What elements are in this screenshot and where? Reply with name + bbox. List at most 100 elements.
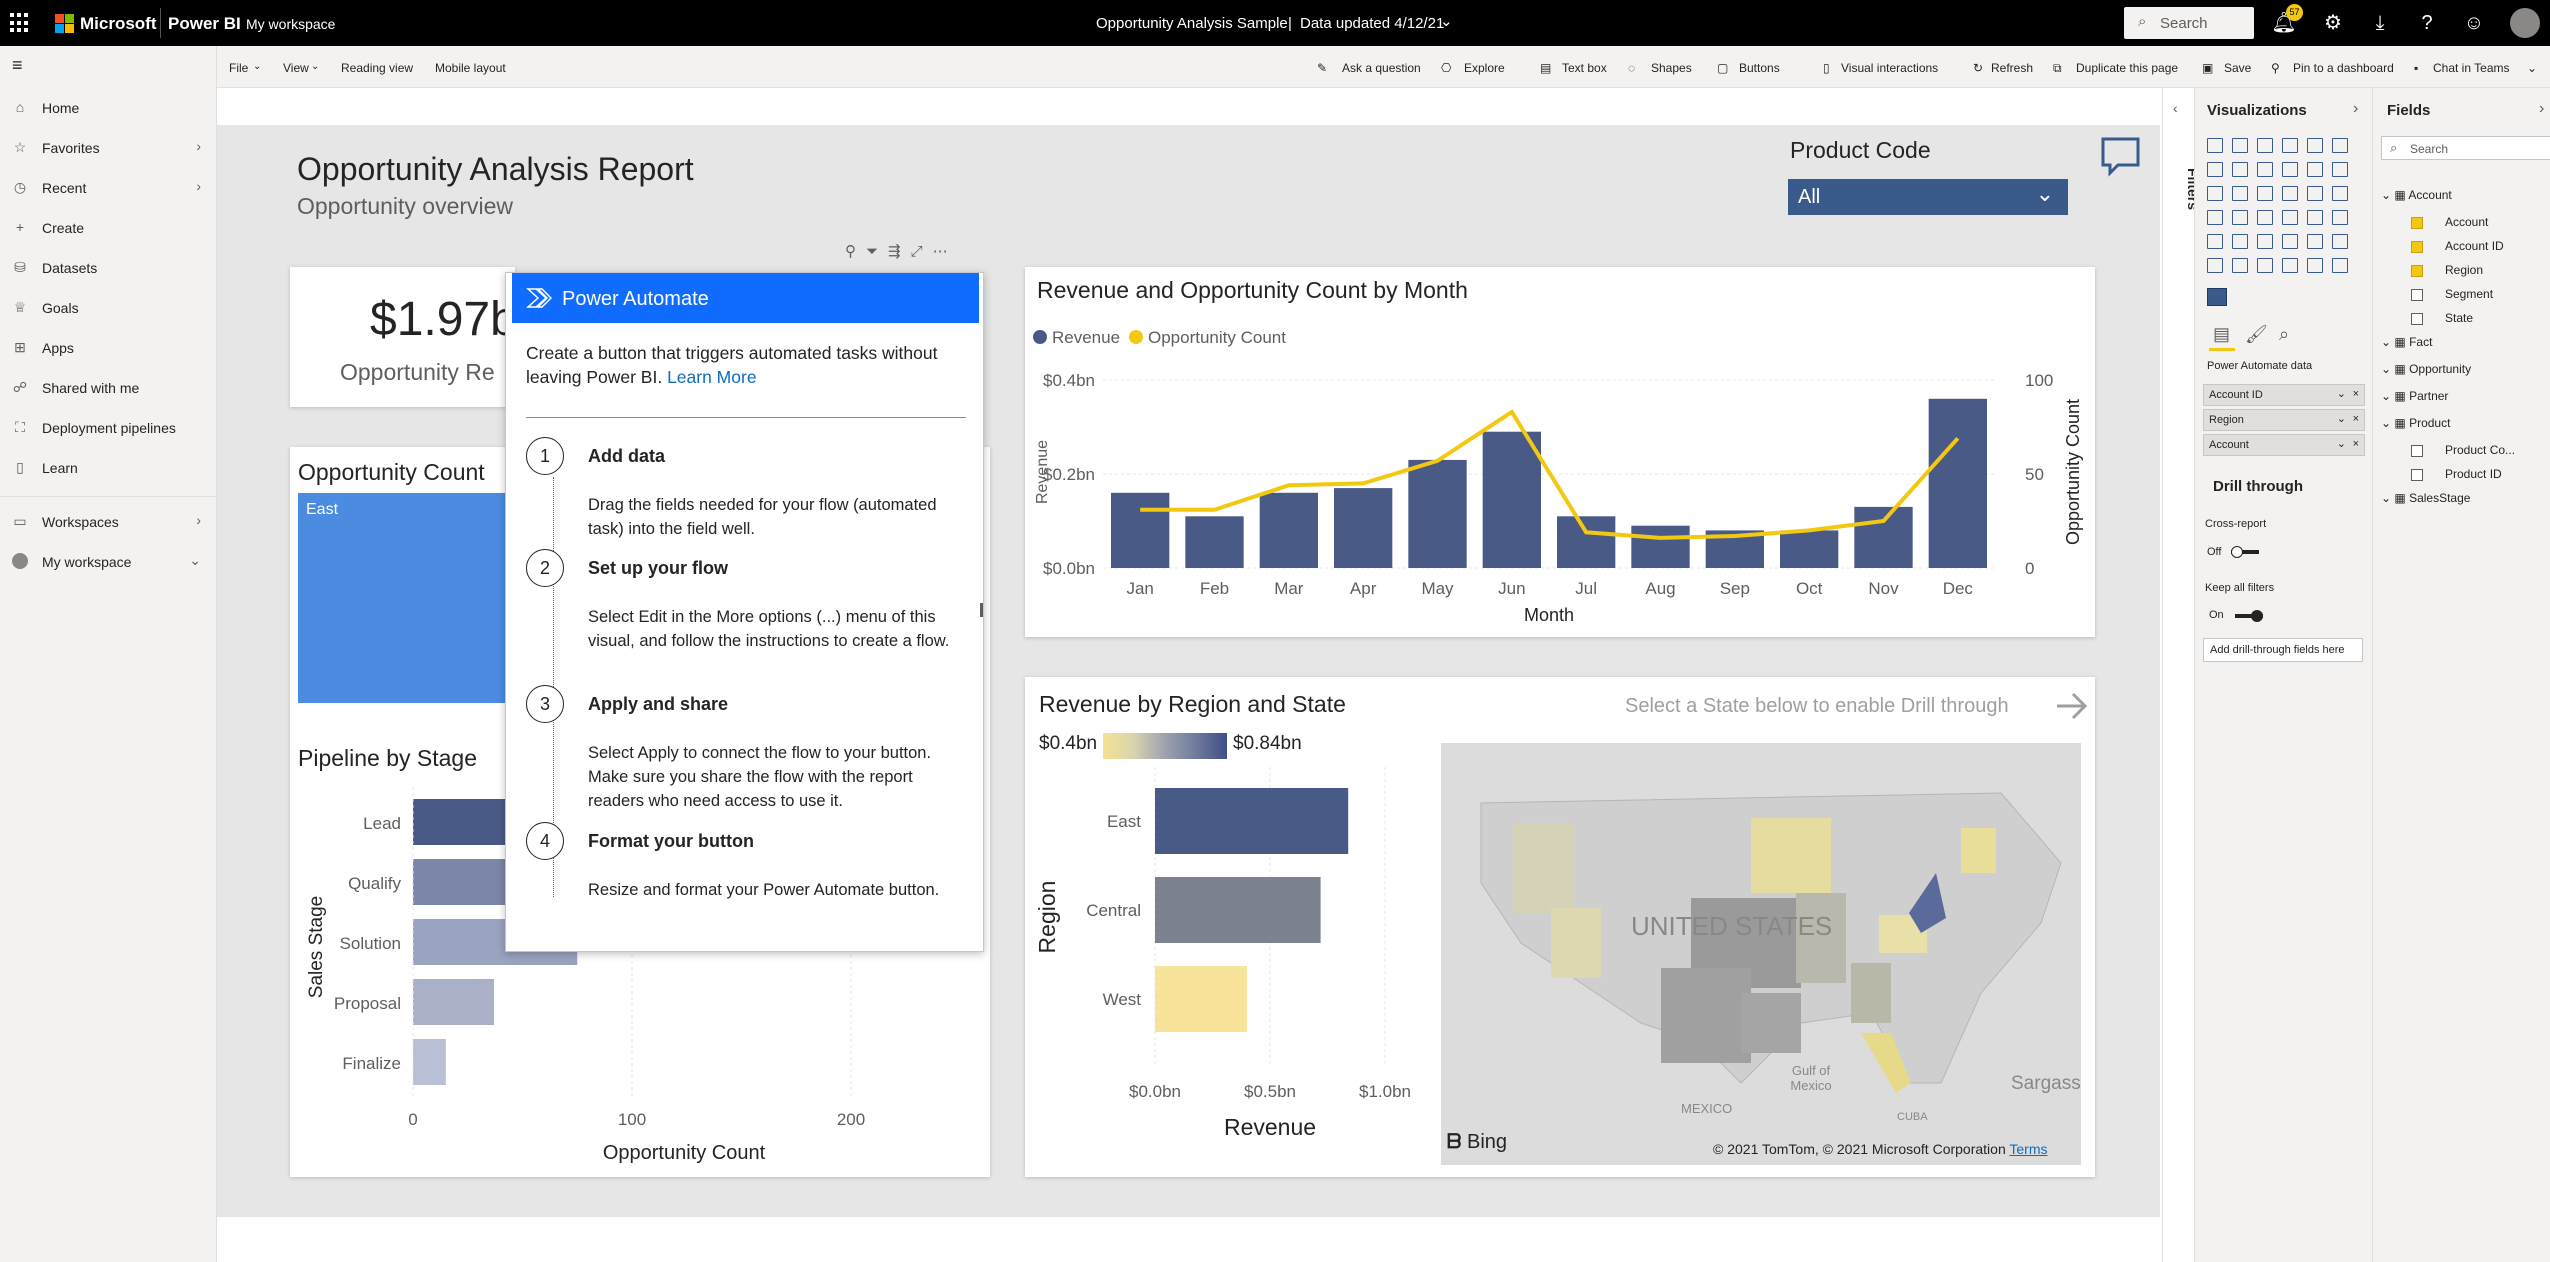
field-checkbox[interactable] (2411, 217, 2423, 229)
field-checkbox[interactable] (2411, 241, 2423, 253)
visual-type-icon[interactable] (2232, 210, 2248, 225)
workspace-link[interactable]: My workspace (246, 16, 336, 32)
visual-type-icon[interactable] (2332, 138, 2348, 153)
terms-link[interactable]: Terms (2009, 1141, 2048, 1157)
visual-interactions-button[interactable]: Visual interactions (1841, 61, 1939, 75)
visual-type-icon[interactable] (2207, 210, 2223, 225)
visual-type-icon[interactable] (2257, 186, 2273, 201)
chevron-right-icon[interactable]: › (2539, 100, 2545, 117)
visual-type-icon[interactable] (2207, 234, 2223, 249)
filter-icon[interactable]: ⏷ (866, 243, 879, 260)
field-checkbox[interactable] (2411, 469, 2423, 481)
nav-item-apps[interactable]: ⊞ Apps (0, 330, 217, 366)
visual-type-icon[interactable] (2282, 186, 2298, 201)
revenue-month-card[interactable]: Revenue and Opportunity Count by Month R… (1025, 267, 2095, 637)
more-options-icon[interactable]: ⋯ (932, 243, 948, 260)
visual-type-icon[interactable] (2207, 162, 2223, 177)
field-well-account[interactable]: Account ⌄ × (2203, 434, 2365, 456)
region-card[interactable]: Revenue by Region and State Select a Sta… (1025, 677, 2095, 1177)
filters-pane-collapsed[interactable]: ‹ Filters (2162, 88, 2201, 1262)
power-automate-visual[interactable]: Power Automate Create a button that trig… (505, 272, 984, 952)
map-visual[interactable]: UNITED STATES Gulf of Mexico MEXICO CUBA… (1441, 743, 2081, 1165)
keep-filters-toggle[interactable] (2235, 610, 2263, 622)
field-item[interactable]: Account ID (2445, 239, 2504, 253)
chat-teams-button[interactable]: Chat in Teams (2433, 61, 2510, 75)
visual-type-icon[interactable] (2257, 234, 2273, 249)
visual-type-icon[interactable] (2207, 138, 2223, 153)
chevron-down-icon[interactable]: ⌄ (1440, 13, 1453, 30)
table-item-opportunity[interactable]: ⌄ ▦ Opportunity (2381, 362, 2472, 376)
ask-question-button[interactable]: Ask a question (1342, 61, 1421, 75)
visual-type-icon[interactable] (2232, 138, 2248, 153)
visual-type-icon[interactable] (2257, 258, 2273, 273)
visual-type-icon[interactable] (2257, 162, 2273, 177)
field-item[interactable]: State (2445, 311, 2474, 325)
nav-item-learn[interactable]: ▯ Learn (0, 450, 217, 486)
field-checkbox[interactable] (2411, 313, 2423, 325)
visual-type-icon[interactable] (2282, 210, 2298, 225)
app-launcher-icon[interactable] (10, 13, 30, 33)
focus-mode-icon[interactable]: ⤢ (910, 243, 923, 260)
visual-type-icon[interactable] (2282, 162, 2298, 177)
view-menu[interactable]: View (283, 61, 309, 75)
chevron-left-icon[interactable]: ‹ (2173, 100, 2178, 116)
comment-icon[interactable] (2100, 135, 2142, 179)
chevron-down-icon[interactable]: ⌄ (2527, 61, 2538, 75)
fields-tab-icon[interactable]: ▤ (2213, 324, 2231, 344)
visual-type-icon[interactable] (2232, 186, 2248, 201)
visual-type-icon[interactable] (2282, 234, 2298, 249)
power-automate-visual-icon[interactable] (2207, 288, 2227, 306)
visual-type-icon[interactable] (2282, 138, 2298, 153)
visual-type-icon[interactable] (2232, 234, 2248, 249)
visual-type-icon[interactable] (2332, 186, 2348, 201)
visual-type-icon[interactable] (2332, 162, 2348, 177)
field-item[interactable]: Segment (2445, 287, 2494, 301)
visual-type-icon[interactable] (2307, 162, 2323, 177)
field-checkbox[interactable] (2411, 289, 2423, 301)
visual-type-icon[interactable] (2282, 258, 2298, 273)
help-icon[interactable]: ? (2421, 12, 2433, 34)
format-tab-icon[interactable]: 🖌︎ (2245, 324, 2268, 344)
field-well-region[interactable]: Region ⌄ × (2203, 409, 2365, 431)
textbox-button[interactable]: Text box (1562, 61, 1607, 75)
file-menu[interactable]: File (229, 61, 249, 75)
table-item-product[interactable]: ⌄ ▦ Product (2381, 416, 2451, 430)
resize-handle[interactable] (980, 603, 983, 617)
visual-type-icon[interactable] (2207, 186, 2223, 201)
field-checkbox[interactable] (2411, 265, 2423, 277)
feedback-icon[interactable]: ☺ (2463, 12, 2485, 34)
field-item[interactable]: Account (2445, 215, 2489, 229)
field-item[interactable]: Region (2445, 263, 2484, 277)
table-item-account[interactable]: ⌄ ▦ Account (2381, 188, 2452, 202)
visual-type-icon[interactable] (2307, 186, 2323, 201)
table-item-fact[interactable]: ⌄ ▦ Fact (2381, 335, 2433, 349)
table-item-salesstage[interactable]: ⌄ ▦ SalesStage (2381, 491, 2471, 505)
nav-item-pipelines[interactable]: ⛶ Deployment pipelines (0, 410, 217, 446)
treemap-tile-east[interactable]: East (298, 493, 508, 703)
reading-view-button[interactable]: Reading view (341, 61, 414, 75)
cross-report-toggle[interactable] (2231, 546, 2259, 558)
duplicate-page-button[interactable]: Duplicate this page (2076, 61, 2179, 75)
kpi-card[interactable]: $1.97b Opportunity Re (290, 267, 517, 407)
nav-item-favorites[interactable]: ☆ Favorites › (13, 138, 201, 156)
nav-item-goals[interactable]: ♕ Goals (13, 299, 79, 316)
learn-more-link[interactable]: Learn More (667, 367, 757, 387)
visual-type-icon[interactable] (2232, 162, 2248, 177)
nav-item-create[interactable]: + Create (0, 210, 217, 246)
nav-item-my-workspace[interactable]: My workspace ⌄ (0, 544, 217, 580)
search-input[interactable]: ⌕ Search (2124, 7, 2254, 39)
visual-type-icon[interactable] (2232, 258, 2248, 273)
hamburger-icon[interactable]: ≡ (12, 55, 23, 75)
mobile-layout-button[interactable]: Mobile layout (435, 61, 506, 75)
gear-icon[interactable]: ⚙ (2324, 12, 2342, 34)
visual-type-icon[interactable] (2307, 210, 2323, 225)
pin-dashboard-button[interactable]: Pin to a dashboard (2293, 61, 2394, 75)
drill-icon[interactable]: ⇶ (888, 243, 901, 260)
buttons-button[interactable]: Buttons (1739, 61, 1780, 75)
pin-icon[interactable]: ⚲ (845, 243, 856, 260)
product-code-slicer[interactable]: All ⌄ (1788, 179, 2068, 215)
nav-item-recent[interactable]: ◷ Recent › (13, 178, 201, 196)
avatar[interactable] (2510, 8, 2540, 38)
visual-type-icon[interactable] (2257, 138, 2273, 153)
download-icon[interactable]: ⤓ (2375, 12, 2385, 34)
